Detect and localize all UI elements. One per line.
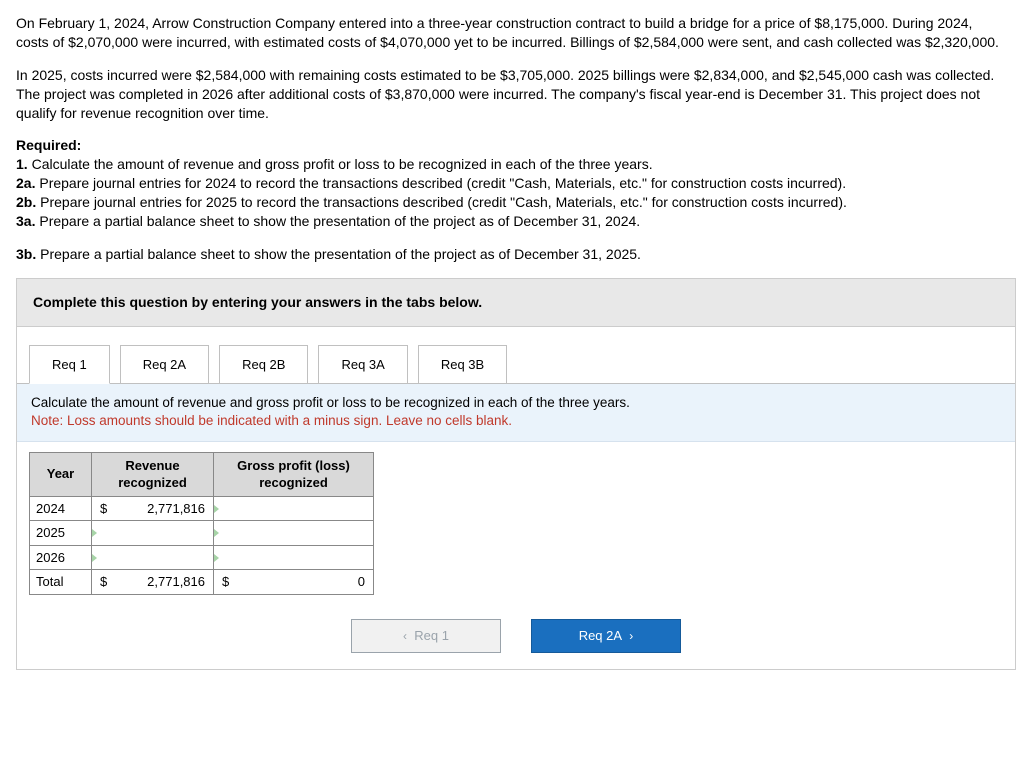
cell-gp-input[interactable]	[214, 545, 374, 570]
chevron-right-icon: ›	[629, 629, 633, 643]
cell-revenue-input[interactable]: $ 2,771,816	[92, 496, 214, 521]
required-block: Required: 1. 1. Calculate the amount of …	[16, 136, 1008, 230]
tab-req-2a[interactable]: Req 2A	[120, 345, 209, 385]
cell-year-total: Total	[30, 570, 92, 595]
th-revenue: Revenue recognized	[92, 452, 214, 496]
next-button[interactable]: Req 2A ›	[531, 619, 681, 653]
required-item-3a: 3a. Prepare a partial balance sheet to s…	[16, 212, 1008, 231]
table-row: 2025	[30, 521, 374, 546]
cell-revenue-input[interactable]	[92, 545, 214, 570]
tab-content: Calculate the amount of revenue and gros…	[17, 383, 1015, 668]
tab-req-3a[interactable]: Req 3A	[318, 345, 407, 385]
currency-symbol: $	[98, 500, 107, 518]
th-gross-profit: Gross profit (loss) recognized	[214, 452, 374, 496]
table-row: 2024 $ 2,771,816	[30, 496, 374, 521]
nav-buttons: ‹ Req 1 Req 2A ›	[17, 609, 1015, 669]
cell-gp-input[interactable]	[214, 496, 374, 521]
problem-paragraph-2: In 2025, costs incurred were $2,584,000 …	[16, 66, 1008, 123]
required-item-1: 1. 1. Calculate the amount of revenue an…	[16, 155, 1008, 174]
revenue-table: Year Revenue recognized Gross profit (lo…	[29, 452, 374, 595]
instruction-bar: Complete this question by entering your …	[17, 279, 1015, 327]
cell-year: 2024	[30, 496, 92, 521]
table-row-total: Total $ 2,771,816 $ 0	[30, 570, 374, 595]
prev-button[interactable]: ‹ Req 1	[351, 619, 501, 653]
tab-req-3b[interactable]: Req 3B	[418, 345, 507, 385]
required-item-2b: 2b. Prepare journal entries for 2025 to …	[16, 193, 1008, 212]
chevron-left-icon: ‹	[403, 629, 407, 643]
next-label: Req 2A	[579, 628, 622, 643]
cell-year: 2025	[30, 521, 92, 546]
tab-req-2b[interactable]: Req 2B	[219, 345, 308, 385]
cell-gp-total: $ 0	[214, 570, 374, 595]
required-item-3b: 3b. Prepare a partial balance sheet to s…	[16, 245, 1008, 264]
currency-symbol: $	[220, 573, 229, 591]
th-year: Year	[30, 452, 92, 496]
required-item-2a: 2a. Prepare journal entries for 2024 to …	[16, 174, 1008, 193]
required-label: Required:	[16, 136, 1008, 155]
tabs-row: Req 1 Req 2A Req 2B Req 3A Req 3B	[17, 327, 1015, 385]
currency-symbol: $	[98, 573, 107, 591]
cell-revenue-input[interactable]	[92, 521, 214, 546]
cell-value: 2,771,816	[107, 573, 207, 591]
tab-instruction: Calculate the amount of revenue and gros…	[17, 384, 1015, 441]
cell-revenue-total: $ 2,771,816	[92, 570, 214, 595]
answer-container: Complete this question by entering your …	[16, 278, 1016, 670]
cell-year: 2026	[30, 545, 92, 570]
table-row: 2026	[30, 545, 374, 570]
tab-req-1[interactable]: Req 1	[29, 345, 110, 385]
tab-instruction-line2: Note: Loss amounts should be indicated w…	[31, 413, 512, 428]
cell-gp-input[interactable]	[214, 521, 374, 546]
cell-value: 2,771,816	[107, 500, 207, 518]
prev-label: Req 1	[414, 628, 449, 643]
tab-instruction-line1: Calculate the amount of revenue and gros…	[31, 395, 630, 410]
problem-paragraph-1: On February 1, 2024, Arrow Construction …	[16, 14, 1008, 52]
cell-value: 0	[229, 573, 367, 591]
